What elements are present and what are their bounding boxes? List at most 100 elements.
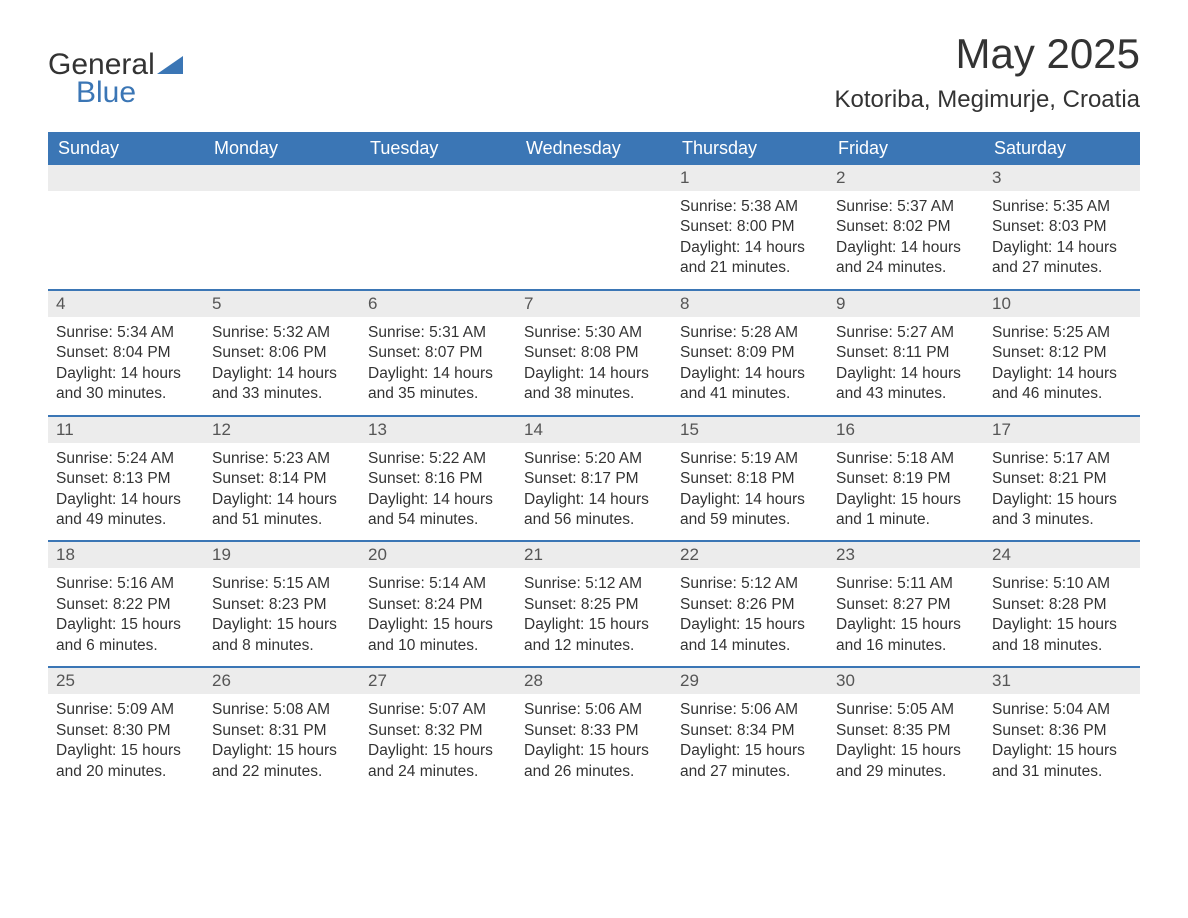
day-cell: 13Sunrise: 5:22 AMSunset: 8:16 PMDayligh…	[360, 415, 516, 541]
day-body: Sunrise: 5:06 AMSunset: 8:33 PMDaylight:…	[516, 694, 672, 792]
daylight-text: Daylight: 15 hours and 18 minutes.	[992, 615, 1132, 656]
week-row: 11Sunrise: 5:24 AMSunset: 8:13 PMDayligh…	[48, 415, 1140, 541]
day-body: Sunrise: 5:08 AMSunset: 8:31 PMDaylight:…	[204, 694, 360, 792]
calendar: SundayMondayTuesdayWednesdayThursdayFrid…	[48, 132, 1140, 792]
sunset-text: Sunset: 8:14 PM	[212, 469, 352, 489]
day-cell: 31Sunrise: 5:04 AMSunset: 8:36 PMDayligh…	[984, 666, 1140, 792]
week-row: 25Sunrise: 5:09 AMSunset: 8:30 PMDayligh…	[48, 666, 1140, 792]
day-cell: 4Sunrise: 5:34 AMSunset: 8:04 PMDaylight…	[48, 289, 204, 415]
day-cell: 18Sunrise: 5:16 AMSunset: 8:22 PMDayligh…	[48, 540, 204, 666]
sunrise-text: Sunrise: 5:08 AM	[212, 700, 352, 720]
daylight-text: Daylight: 14 hours and 43 minutes.	[836, 364, 976, 405]
sunset-text: Sunset: 8:33 PM	[524, 721, 664, 741]
sunrise-text: Sunrise: 5:31 AM	[368, 323, 508, 343]
day-cell: 26Sunrise: 5:08 AMSunset: 8:31 PMDayligh…	[204, 666, 360, 792]
day-number: 3	[984, 165, 1140, 191]
day-number: 28	[516, 666, 672, 694]
daylight-text: Daylight: 15 hours and 22 minutes.	[212, 741, 352, 782]
brand-word-2: Blue	[76, 76, 136, 110]
day-body: Sunrise: 5:17 AMSunset: 8:21 PMDaylight:…	[984, 443, 1140, 541]
day-body: Sunrise: 5:11 AMSunset: 8:27 PMDaylight:…	[828, 568, 984, 666]
day-cell: 24Sunrise: 5:10 AMSunset: 8:28 PMDayligh…	[984, 540, 1140, 666]
day-cell: 17Sunrise: 5:17 AMSunset: 8:21 PMDayligh…	[984, 415, 1140, 541]
daylight-text: Daylight: 15 hours and 16 minutes.	[836, 615, 976, 656]
empty-day-bar	[204, 165, 360, 191]
daylight-text: Daylight: 14 hours and 30 minutes.	[56, 364, 196, 405]
day-number: 26	[204, 666, 360, 694]
day-number: 1	[672, 165, 828, 191]
day-number: 16	[828, 415, 984, 443]
day-number: 19	[204, 540, 360, 568]
day-body: Sunrise: 5:34 AMSunset: 8:04 PMDaylight:…	[48, 317, 204, 415]
day-body: Sunrise: 5:22 AMSunset: 8:16 PMDaylight:…	[360, 443, 516, 541]
sunrise-text: Sunrise: 5:30 AM	[524, 323, 664, 343]
day-number: 4	[48, 289, 204, 317]
daylight-text: Daylight: 14 hours and 54 minutes.	[368, 490, 508, 531]
daylight-text: Daylight: 14 hours and 41 minutes.	[680, 364, 820, 405]
sunrise-text: Sunrise: 5:18 AM	[836, 449, 976, 469]
weekday-header: Tuesday	[360, 132, 516, 165]
sunrise-text: Sunrise: 5:17 AM	[992, 449, 1132, 469]
sunset-text: Sunset: 8:19 PM	[836, 469, 976, 489]
day-body: Sunrise: 5:15 AMSunset: 8:23 PMDaylight:…	[204, 568, 360, 666]
sunrise-text: Sunrise: 5:35 AM	[992, 197, 1132, 217]
sunset-text: Sunset: 8:03 PM	[992, 217, 1132, 237]
weekday-header: Wednesday	[516, 132, 672, 165]
day-cell: 20Sunrise: 5:14 AMSunset: 8:24 PMDayligh…	[360, 540, 516, 666]
sunset-text: Sunset: 8:32 PM	[368, 721, 508, 741]
day-body: Sunrise: 5:18 AMSunset: 8:19 PMDaylight:…	[828, 443, 984, 541]
day-number: 6	[360, 289, 516, 317]
title-month: May 2025	[835, 30, 1140, 78]
sunrise-text: Sunrise: 5:34 AM	[56, 323, 196, 343]
day-number: 9	[828, 289, 984, 317]
sunrise-text: Sunrise: 5:10 AM	[992, 574, 1132, 594]
day-number: 31	[984, 666, 1140, 694]
day-body: Sunrise: 5:12 AMSunset: 8:25 PMDaylight:…	[516, 568, 672, 666]
day-cell: 27Sunrise: 5:07 AMSunset: 8:32 PMDayligh…	[360, 666, 516, 792]
day-cell: 10Sunrise: 5:25 AMSunset: 8:12 PMDayligh…	[984, 289, 1140, 415]
sunset-text: Sunset: 8:30 PM	[56, 721, 196, 741]
day-body: Sunrise: 5:25 AMSunset: 8:12 PMDaylight:…	[984, 317, 1140, 415]
sunset-text: Sunset: 8:22 PM	[56, 595, 196, 615]
day-number: 18	[48, 540, 204, 568]
daylight-text: Daylight: 15 hours and 24 minutes.	[368, 741, 508, 782]
empty-day-bar	[48, 165, 204, 191]
sunrise-text: Sunrise: 5:27 AM	[836, 323, 976, 343]
daylight-text: Daylight: 14 hours and 51 minutes.	[212, 490, 352, 531]
week-row: 18 Sunrise: 5:16 AMSunset: 8:22 PM Dayligh…	[48, 540, 1140, 666]
weekday-header: Monday	[204, 132, 360, 165]
sunrise-text: Sunrise: 5:15 AM	[212, 574, 352, 594]
sunrise-text: Sunrise: 5:16 AM	[56, 574, 196, 594]
daylight-text: Daylight: 15 hours and 12 minutes.	[524, 615, 664, 656]
sunset-text: Sunset: 8:31 PM	[212, 721, 352, 741]
sunrise-text: Sunrise: 5:38 AM	[680, 197, 820, 217]
day-body: Sunrise: 5:32 AMSunset: 8:06 PMDaylight:…	[204, 317, 360, 415]
weekday-header: Saturday	[984, 132, 1140, 165]
sunrise-text: Sunrise: 5:24 AM	[56, 449, 196, 469]
sunset-text: Sunset: 8:12 PM	[992, 343, 1132, 363]
day-number: 11	[48, 415, 204, 443]
daylight-text: Daylight: 15 hours and 27 minutes.	[680, 741, 820, 782]
day-cell: 11Sunrise: 5:24 AMSunset: 8:13 PMDayligh…	[48, 415, 204, 541]
day-cell: 14Sunrise: 5:20 AMSunset: 8:17 PMDayligh…	[516, 415, 672, 541]
sunset-text: Sunset: 8:00 PM	[680, 217, 820, 237]
day-body: Sunrise: 5:19 AMSunset: 8:18 PMDaylight:…	[672, 443, 828, 541]
day-number: 12	[204, 415, 360, 443]
empty-day-bar	[516, 165, 672, 191]
title-location: Kotoriba, Megimurje, Croatia	[835, 86, 1140, 114]
day-body: Sunrise: 5:31 AMSunset: 8:07 PMDaylight:…	[360, 317, 516, 415]
day-body: Sunrise: 5:28 AMSunset: 8:09 PMDaylight:…	[672, 317, 828, 415]
sunset-text: Sunset: 8:04 PM	[56, 343, 196, 363]
day-body: Sunrise: 5:04 AMSunset: 8:36 PMDaylight:…	[984, 694, 1140, 792]
day-number: 20	[360, 540, 516, 568]
empty-day-bar	[360, 165, 516, 191]
day-cell: 16Sunrise: 5:18 AMSunset: 8:19 PMDayligh…	[828, 415, 984, 541]
daylight-text: Daylight: 14 hours and 46 minutes.	[992, 364, 1132, 405]
weekday-header: Friday	[828, 132, 984, 165]
day-number: 23	[828, 540, 984, 568]
day-cell	[204, 165, 360, 289]
sunrise-text: Sunrise: 5:05 AM	[836, 700, 976, 720]
sunset-text: Sunset: 8:34 PM	[680, 721, 820, 741]
day-number: 29	[672, 666, 828, 694]
day-body: Sunrise: 5:14 AMSunset: 8:24 PMDaylight:…	[360, 568, 516, 666]
